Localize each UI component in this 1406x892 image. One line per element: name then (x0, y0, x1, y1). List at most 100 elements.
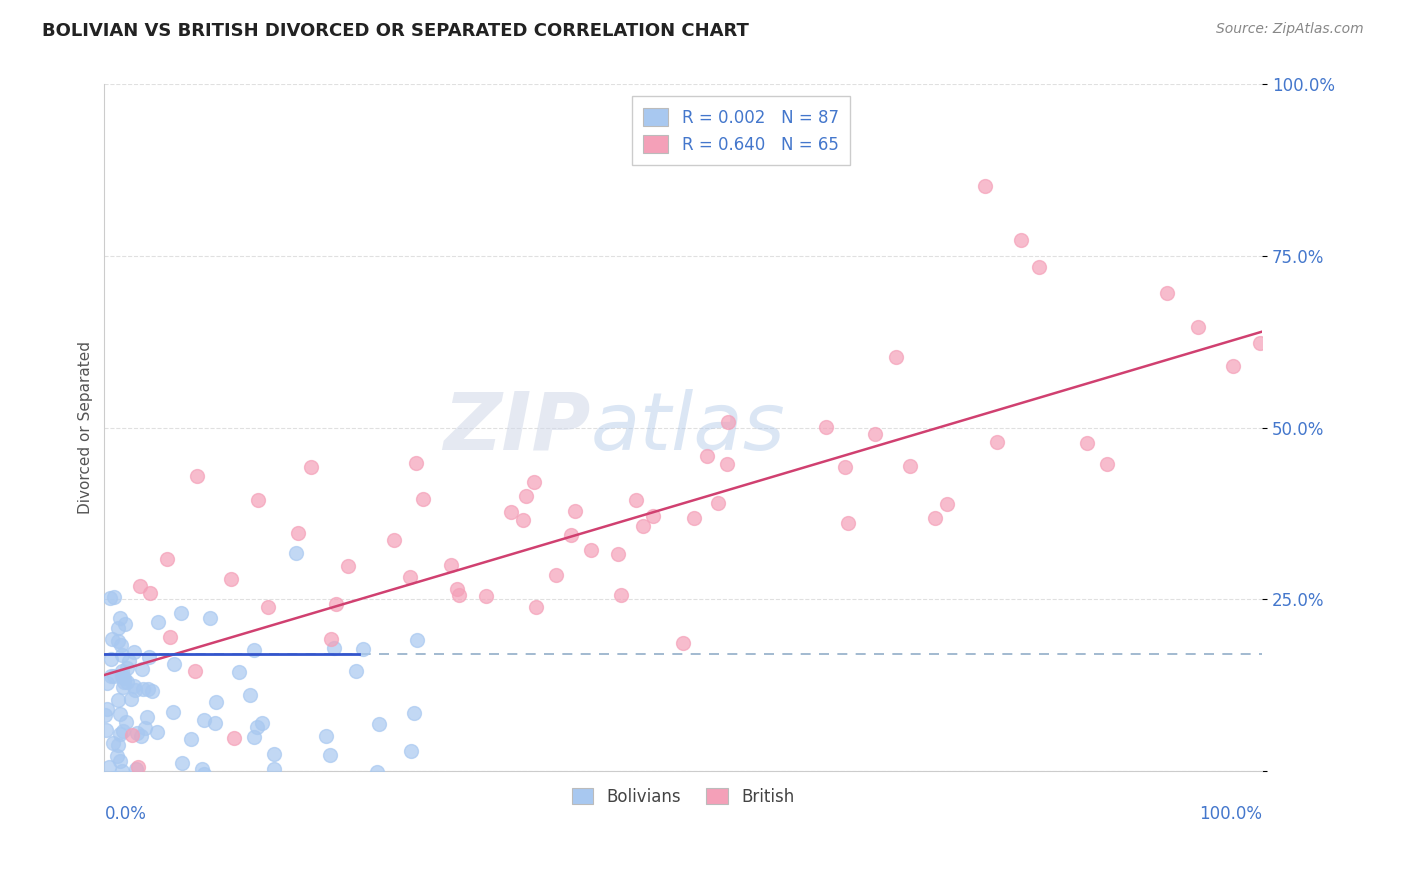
Point (190, 762, 212, 776)
Point (404, 706, 426, 721)
Point (112, 723, 135, 738)
Point (124, 679, 146, 693)
Point (169, 606, 191, 620)
Point (170, 756, 193, 771)
Point (114, 671, 136, 685)
Point (405, 456, 427, 470)
Point (114, 714, 136, 729)
Point (512, 513, 534, 527)
Point (94, 827, 117, 841)
Point (186, 468, 208, 483)
Point (626, 492, 648, 507)
Point (118, 654, 141, 668)
Point (366, 764, 388, 779)
Point (110, 638, 132, 652)
Point (228, 665, 250, 679)
Point (246, 492, 269, 507)
Point (973, 178, 995, 193)
Point (898, 458, 921, 473)
Point (475, 589, 498, 603)
Point (107, 738, 129, 752)
Text: atlas: atlas (591, 389, 786, 467)
Point (108, 726, 131, 740)
Point (138, 650, 160, 665)
Point (1222, 359, 1244, 374)
Point (107, 634, 129, 648)
Point (115, 661, 138, 675)
Point (222, 731, 245, 746)
Point (114, 616, 136, 631)
Point (439, 558, 461, 573)
Point (100, 669, 122, 683)
Point (399, 570, 422, 584)
Point (716, 457, 738, 471)
Point (146, 615, 169, 629)
Point (834, 460, 856, 475)
Point (163, 772, 186, 786)
Point (120, 692, 142, 706)
Point (159, 631, 181, 645)
Point (399, 743, 422, 757)
Point (1249, 336, 1271, 351)
Point (121, 727, 143, 741)
Point (716, 415, 738, 429)
Point (129, 729, 152, 743)
Point (814, 420, 837, 434)
Point (1156, 286, 1178, 301)
Point (124, 683, 146, 698)
Point (125, 762, 148, 776)
Point (136, 681, 159, 696)
Point (96, 723, 118, 738)
Point (180, 732, 202, 747)
Point (219, 572, 242, 586)
Point (162, 706, 184, 720)
Legend: Bolivians, British: Bolivians, British (564, 780, 803, 814)
Point (112, 674, 135, 689)
Point (239, 688, 262, 702)
Point (103, 590, 125, 604)
Point (287, 526, 309, 541)
Point (499, 505, 522, 519)
Point (246, 719, 269, 733)
Point (337, 558, 360, 573)
Point (105, 749, 128, 764)
Point (631, 519, 654, 533)
Text: ZIP: ZIP (443, 389, 591, 467)
Point (111, 681, 134, 695)
Text: BOLIVIAN VS BRITISH DIVORCED OR SEPARATED CORRELATION CHART: BOLIVIAN VS BRITISH DIVORCED OR SEPARATE… (42, 22, 749, 40)
Point (103, 669, 125, 683)
Point (515, 489, 537, 503)
Point (344, 664, 367, 678)
Point (204, 695, 226, 709)
Point (132, 682, 155, 697)
Point (315, 729, 337, 743)
Point (986, 435, 1008, 450)
Point (141, 684, 163, 698)
Point (707, 496, 730, 510)
Text: 0.0%: 0.0% (104, 805, 146, 823)
Point (560, 527, 582, 541)
Point (204, 716, 226, 731)
Point (104, 771, 127, 785)
Point (523, 475, 546, 489)
Point (94, 708, 117, 723)
Point (696, 449, 718, 463)
Point (406, 633, 429, 648)
Point (607, 547, 630, 561)
Point (111, 668, 134, 682)
Point (446, 582, 468, 596)
Point (198, 610, 221, 624)
Point (1187, 320, 1209, 334)
Point (96, 676, 118, 690)
Point (111, 665, 134, 679)
Point (368, 717, 391, 731)
Point (127, 725, 149, 739)
Point (301, 460, 323, 475)
Point (148, 785, 170, 799)
Point (163, 657, 186, 672)
Y-axis label: Divorced or Separated: Divorced or Separated (79, 342, 93, 515)
Point (285, 546, 308, 560)
Point (98, 591, 121, 605)
Point (135, 779, 157, 793)
Point (134, 721, 156, 735)
